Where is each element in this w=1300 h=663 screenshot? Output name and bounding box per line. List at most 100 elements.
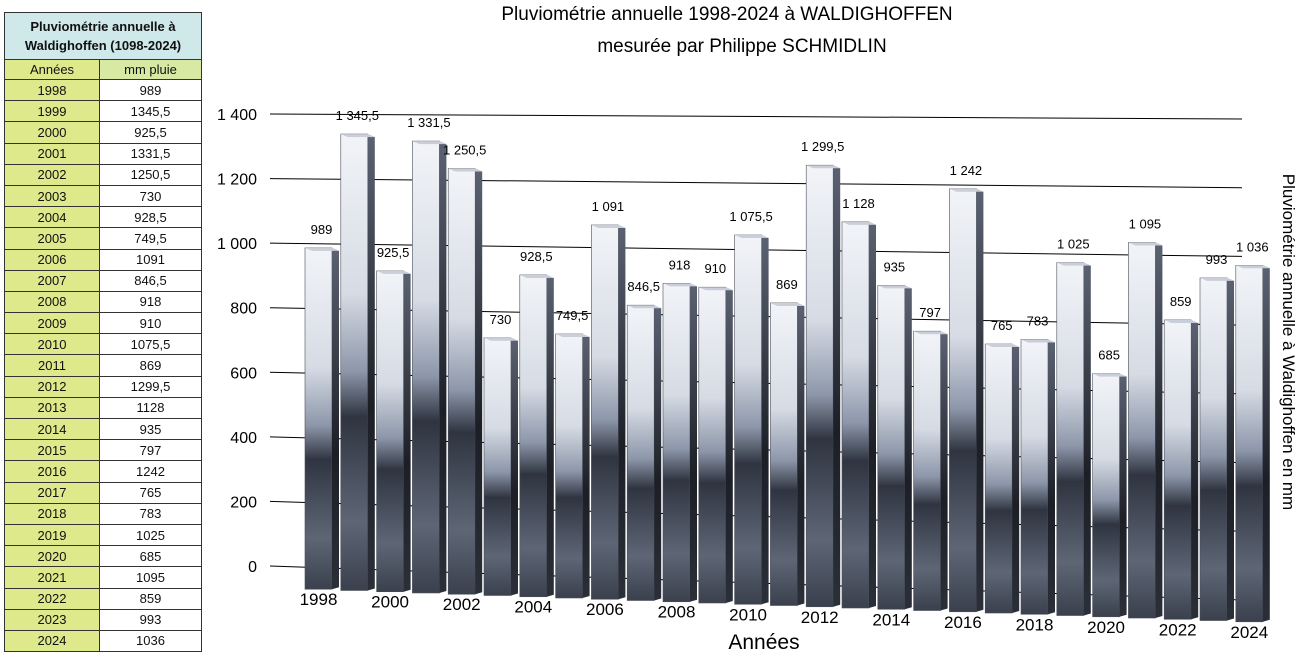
data-label: 1 025 bbox=[1057, 237, 1090, 252]
table-row: 2014 935 bbox=[4, 417, 202, 441]
bar-2005 bbox=[555, 333, 590, 599]
bar-2024 bbox=[1235, 265, 1270, 623]
data-label: 989 bbox=[311, 222, 333, 237]
data-labels: 989 1 345,5 925,5 1 331,5 1 250,5 730 928,5 749… bbox=[311, 108, 1269, 363]
x-axis-title: Années bbox=[728, 631, 799, 654]
table-cell-rainfall: 1091 bbox=[99, 248, 202, 271]
bar-top bbox=[519, 274, 554, 278]
bar-top bbox=[698, 287, 733, 291]
table-cell-year: 2005 bbox=[4, 227, 100, 250]
data-label: 730 bbox=[490, 312, 512, 327]
table-row: 2011 869 bbox=[4, 354, 202, 377]
x-tick-label: 2022 bbox=[1159, 620, 1197, 639]
table-cell-year: 2017 bbox=[4, 481, 100, 504]
table-title: Pluviométrie annuelle à Waldighoffen (10… bbox=[4, 12, 202, 60]
bar-2007 bbox=[626, 304, 662, 601]
bar-side bbox=[904, 285, 912, 610]
bar-top bbox=[1200, 277, 1234, 281]
bar-2013 bbox=[841, 221, 876, 609]
bar-face bbox=[340, 133, 369, 591]
chart-title: Pluviométrie annuelle 1998-2024 à WALDIG… bbox=[501, 4, 952, 25]
bar-face bbox=[662, 283, 691, 603]
bar-2004 bbox=[519, 274, 554, 598]
bar-side bbox=[546, 274, 554, 597]
x-tick-label: 2000 bbox=[371, 593, 409, 612]
table-body: 1998 989 1999 1345,5 2000 925,5 2001 1331,5 2002… bbox=[4, 78, 202, 653]
bar-face bbox=[1056, 262, 1085, 616]
bar-top bbox=[842, 221, 876, 225]
data-label: 925,5 bbox=[377, 245, 410, 260]
table-row: 2005 749,5 bbox=[4, 227, 202, 250]
bar-top bbox=[1164, 319, 1199, 323]
bar-face bbox=[626, 304, 655, 601]
bar-top bbox=[985, 344, 1020, 348]
bar-2021 bbox=[1128, 242, 1163, 619]
bar-1998 bbox=[304, 247, 339, 590]
bar-2006 bbox=[591, 224, 626, 600]
bar-side bbox=[1155, 242, 1163, 619]
bar-top bbox=[412, 141, 447, 145]
bar-top bbox=[913, 331, 948, 335]
table-cell-rainfall: 783 bbox=[99, 502, 202, 525]
bar-2002 bbox=[447, 168, 483, 595]
y-tick-label: 600 bbox=[230, 365, 257, 382]
table-cell-rainfall: 1036 bbox=[99, 629, 202, 653]
bar-top bbox=[1056, 262, 1091, 266]
bar-top bbox=[484, 337, 518, 341]
bar-top bbox=[448, 168, 483, 172]
bar-side bbox=[332, 247, 339, 590]
table-cell-rainfall: 1299,5 bbox=[99, 375, 202, 398]
bar-top bbox=[663, 283, 697, 287]
data-label: 1 091 bbox=[592, 199, 625, 214]
table-row: 2006 1091 bbox=[4, 248, 202, 271]
data-label: 918 bbox=[669, 257, 691, 272]
bar-2019 bbox=[1056, 262, 1091, 616]
table-cell-year: 2006 bbox=[4, 248, 100, 271]
table-cell-year: 1999 bbox=[4, 100, 100, 123]
table-cell-rainfall: 918 bbox=[99, 290, 202, 314]
bar-side bbox=[1119, 373, 1127, 617]
bar-2022 bbox=[1163, 319, 1199, 620]
column-header-years: Années bbox=[4, 59, 100, 80]
table-cell-rainfall: 685 bbox=[99, 545, 202, 568]
bar-face bbox=[304, 247, 333, 590]
table-row: 2021 1095 bbox=[4, 566, 202, 589]
table-cell-year: 1998 bbox=[4, 78, 100, 102]
bar-2023 bbox=[1199, 277, 1234, 621]
table-cell-year: 2019 bbox=[4, 523, 100, 547]
bar-top bbox=[591, 225, 626, 229]
bar-face bbox=[519, 274, 548, 598]
data-label: 993 bbox=[1206, 252, 1228, 267]
data-label: 1 036 bbox=[1236, 239, 1269, 254]
table-cell-rainfall: 1075,5 bbox=[99, 333, 202, 356]
bar-top bbox=[555, 334, 590, 338]
table-row: 2019 1025 bbox=[4, 523, 202, 547]
x-tick-label: 2010 bbox=[729, 605, 767, 624]
bar-side bbox=[1227, 277, 1234, 621]
data-label: 1 250,5 bbox=[443, 143, 486, 158]
bar-face bbox=[1235, 265, 1264, 623]
bar-side bbox=[869, 221, 876, 609]
x-tick-label: 2006 bbox=[586, 600, 624, 619]
bar-2001 bbox=[412, 140, 447, 594]
bar-face bbox=[877, 285, 906, 610]
bar-side bbox=[654, 305, 662, 601]
y-tick-label: 1 200 bbox=[217, 172, 257, 189]
bar-2000 bbox=[376, 270, 411, 593]
y-axis-title: Pluviométrie annuelle à Waldighoffen en … bbox=[1279, 174, 1298, 510]
bar-top bbox=[1128, 242, 1163, 246]
table-cell-rainfall: 1128 bbox=[99, 396, 202, 420]
bar-side bbox=[940, 331, 948, 611]
table-row: 2024 1036 bbox=[4, 629, 202, 653]
data-label: 783 bbox=[1027, 313, 1049, 328]
table-cell-year: 2012 bbox=[4, 375, 100, 398]
y-tick-label: 200 bbox=[230, 494, 257, 511]
bar-face bbox=[412, 140, 440, 594]
data-label: 1 299,5 bbox=[801, 139, 844, 154]
bar-side bbox=[725, 287, 733, 603]
bar-face bbox=[447, 168, 476, 595]
bar-face bbox=[770, 302, 798, 606]
bar-side bbox=[1083, 262, 1091, 616]
bar-top bbox=[1092, 373, 1127, 377]
bar-face bbox=[1020, 339, 1049, 615]
